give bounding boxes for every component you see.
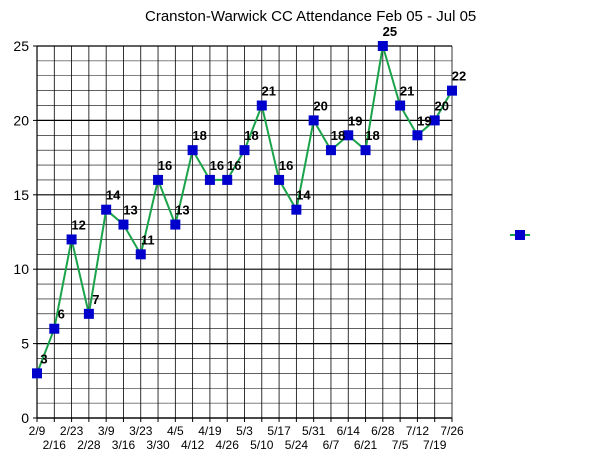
data-label: 21	[262, 84, 276, 99]
data-label: 6	[58, 307, 65, 322]
x-tick-label: 6/14	[337, 424, 361, 438]
data-point	[101, 204, 112, 215]
data-point	[135, 249, 146, 260]
data-point	[118, 219, 129, 230]
data-point	[274, 174, 285, 185]
x-tick-label: 4/19	[198, 424, 222, 438]
x-tick-label: 4/12	[181, 438, 205, 452]
x-tick-label: 7/26	[440, 424, 464, 438]
x-tick-label: 3/30	[146, 438, 170, 452]
data-label: 7	[92, 292, 99, 307]
data-label: 25	[383, 24, 397, 39]
data-point	[153, 174, 164, 185]
data-label: 13	[175, 203, 189, 218]
x-tick-label: 7/12	[406, 424, 430, 438]
y-tick-label: 20	[13, 112, 29, 128]
data-point	[412, 130, 423, 141]
x-tick-label: 5/3	[236, 424, 253, 438]
legend-marker	[515, 230, 525, 240]
x-tick-label: 7/19	[423, 438, 447, 452]
y-tick-label: 25	[13, 38, 29, 54]
data-label: 18	[365, 128, 379, 143]
x-tick-label: 2/28	[77, 438, 101, 452]
data-point	[395, 100, 406, 111]
data-point	[343, 130, 354, 141]
data-label: 16	[279, 158, 293, 173]
data-point	[239, 145, 250, 156]
data-label: 14	[106, 188, 121, 203]
series-layer	[32, 41, 457, 379]
data-label: 22	[452, 69, 466, 84]
data-label: 3	[40, 351, 47, 366]
data-label: 16	[227, 158, 241, 173]
data-point	[256, 100, 267, 111]
data-point	[49, 323, 60, 334]
data-label: 16	[158, 158, 172, 173]
data-point	[291, 204, 302, 215]
data-point	[170, 219, 181, 230]
data-label: 20	[313, 98, 327, 113]
data-label: 21	[400, 84, 414, 99]
x-tick-label: 3/9	[98, 424, 115, 438]
x-tick-label: 6/21	[354, 438, 378, 452]
data-point	[377, 41, 388, 51]
data-label: 14	[296, 188, 311, 203]
data-point	[204, 174, 215, 185]
data-point	[325, 145, 336, 156]
x-tick-label: 3/23	[129, 424, 153, 438]
data-point	[360, 145, 371, 156]
x-tick-label: 5/31	[302, 424, 326, 438]
data-label: 16	[210, 158, 224, 173]
data-point	[187, 145, 198, 156]
x-tick-label: 2/23	[60, 424, 84, 438]
x-tick-label: 6/28	[371, 424, 395, 438]
x-tick-label: 6/7	[323, 438, 340, 452]
legend	[510, 230, 530, 240]
data-label: 12	[71, 217, 85, 232]
data-point	[83, 308, 94, 319]
x-tick-label: 5/10	[250, 438, 274, 452]
data-label: 18	[192, 128, 206, 143]
data-label: 13	[123, 203, 137, 218]
data-label: 19	[348, 113, 362, 128]
y-tick-label: 0	[21, 410, 29, 426]
y-tick-label: 5	[21, 336, 29, 352]
axes: 0 5 10 15 20 25 2/92/162/232/283/93/163/233/30…	[13, 38, 464, 452]
x-tick-label: 2/16	[43, 438, 67, 452]
x-tick-label: 4/5	[167, 424, 184, 438]
x-tick-label: 5/17	[267, 424, 291, 438]
chart-title: Cranston-Warwick CC Attendance Feb 05 - …	[145, 8, 477, 25]
data-label: 18	[244, 128, 258, 143]
data-point	[429, 115, 440, 126]
x-tick-label: 2/9	[29, 424, 46, 438]
data-label: 19	[417, 113, 431, 128]
data-label: 11	[141, 232, 155, 247]
x-tick-label: 3/16	[112, 438, 136, 452]
data-point	[447, 85, 457, 96]
y-tick-label: 10	[13, 261, 29, 277]
data-point	[308, 115, 319, 126]
data-label: 18	[331, 128, 345, 143]
x-tick-label: 5/24	[285, 438, 309, 452]
x-tick-label: 7/5	[392, 438, 409, 452]
data-point	[66, 234, 77, 245]
data-label: 20	[434, 98, 448, 113]
grid	[36, 45, 453, 419]
y-tick-label: 15	[13, 187, 29, 203]
data-point	[32, 368, 42, 379]
x-tick-label: 4/26	[216, 438, 240, 452]
data-point	[222, 174, 233, 185]
